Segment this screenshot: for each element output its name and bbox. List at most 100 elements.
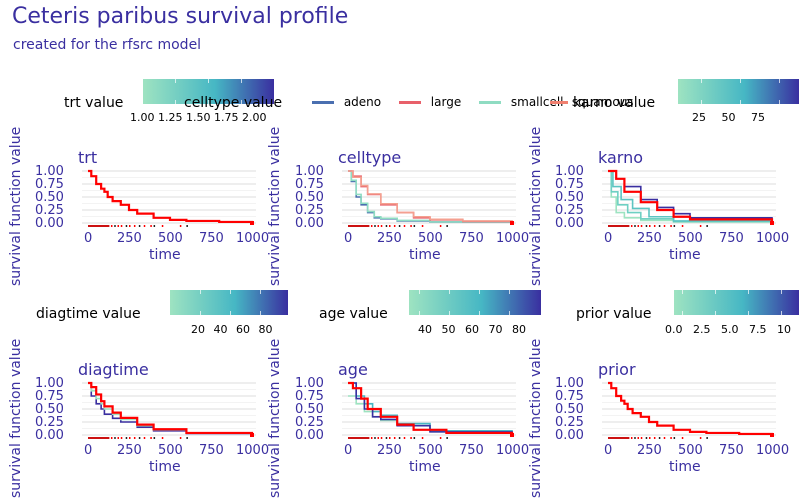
series-line-observation [88, 169, 254, 224]
legend-title-celltype: celltype value [184, 95, 283, 111]
colorbar-trt [143, 79, 274, 104]
y-tick: 0.25 [555, 415, 584, 430]
y-tick: 0.75 [35, 177, 64, 192]
series-line-observation [348, 381, 514, 435]
x-tick: 1000 [236, 231, 270, 246]
y-tick: 0.50 [35, 190, 64, 205]
x-tick: 500 [418, 231, 443, 246]
x-tick: 250 [117, 443, 142, 458]
x-tick: 1000 [496, 231, 530, 246]
colorbar-ticks-prior: 0.0 2.5 5.0 7.5 10 [665, 323, 791, 336]
y-tick: 1.00 [35, 164, 64, 179]
y-tick: 0.50 [35, 402, 64, 417]
x-tick: 500 [158, 231, 183, 246]
x-tick: 0 [604, 443, 613, 458]
plot-area-age [342, 381, 516, 439]
x-tick: 250 [637, 443, 662, 458]
legend-title-prior: prior value [576, 306, 652, 322]
y-tick: 0.00 [295, 216, 324, 231]
y-tick: 0.50 [555, 402, 584, 417]
legend-key-smallcell [479, 101, 502, 104]
x-tick: 0 [344, 443, 353, 458]
x-tick: 750 [459, 443, 484, 458]
plot-area-prior [602, 381, 776, 439]
colorbar-ticks-trt: 1.00 1.25 1.50 1.75 2.00 [130, 111, 267, 124]
y-axis-label-prior: survival function value [528, 338, 544, 498]
chart-title: Ceteris paribus survival profile [12, 4, 349, 29]
x-tick: 500 [678, 443, 703, 458]
y-tick: 0.75 [295, 389, 324, 404]
x-axis-label: time [669, 459, 701, 475]
y-axis-label-diagtime: survival function value [8, 338, 24, 498]
legend-key-adeno [312, 101, 334, 104]
y-tick: 0.25 [35, 203, 64, 218]
y-tick: 1.00 [35, 376, 64, 391]
x-axis-label: time [149, 247, 181, 263]
y-tick: 0.25 [295, 415, 324, 430]
series-line-observation [88, 381, 254, 435]
panel-title-age: age [338, 360, 368, 379]
panel-title-prior: prior [598, 360, 636, 379]
y-tick: 0.75 [555, 389, 584, 404]
plot-area-diagtime [82, 381, 256, 439]
y-tick: 0.75 [295, 177, 324, 192]
x-tick: 750 [719, 231, 744, 246]
x-tick: 0 [84, 231, 93, 246]
y-tick: 0.75 [35, 389, 64, 404]
x-axis-label: time [409, 247, 441, 263]
x-tick: 0 [604, 231, 613, 246]
x-tick: 500 [418, 443, 443, 458]
series-line-observation [608, 169, 774, 223]
series-line-squamous [348, 170, 513, 223]
colorbar-karno [678, 79, 799, 104]
x-tick: 500 [158, 443, 183, 458]
plot-area-karno [602, 169, 776, 227]
y-axis-label-celltype: survival function value [267, 126, 283, 286]
y-tick: 0.50 [555, 190, 584, 205]
legend-title-trt: trt value [64, 95, 124, 111]
x-tick: 500 [678, 231, 703, 246]
x-tick: 750 [199, 231, 224, 246]
y-axis-label-trt: survival function value [8, 126, 24, 286]
y-tick: 0.00 [555, 216, 584, 231]
legend-celltype: adeno large smallcell [312, 95, 564, 109]
x-axis-label: time [669, 247, 701, 263]
y-tick: 1.00 [295, 164, 324, 179]
panel-title-karno: karno [598, 148, 644, 167]
x-tick: 0 [344, 231, 353, 246]
y-tick: 0.25 [295, 203, 324, 218]
colorbar-prior [674, 290, 799, 315]
panel-title-celltype: celltype [338, 148, 402, 167]
legend-title-diagtime: diagtime value [36, 306, 141, 322]
x-tick: 1000 [756, 443, 790, 458]
y-axis-label-age: survival function value [267, 338, 283, 498]
x-tick: 250 [377, 231, 402, 246]
y-tick: 0.25 [555, 203, 584, 218]
colorbar-diagtime [170, 290, 288, 315]
y-tick: 1.00 [555, 164, 584, 179]
colorbar-ticks-age: 40 50 60 70 80 [418, 323, 526, 336]
x-tick: 750 [459, 231, 484, 246]
legend-title-age: age value [319, 306, 388, 322]
y-tick: 0.00 [35, 428, 64, 443]
x-tick: 250 [637, 231, 662, 246]
y-tick: 1.00 [295, 376, 324, 391]
y-tick: 0.75 [555, 177, 584, 192]
x-tick: 250 [377, 443, 402, 458]
legend-item-squamous: squamous [550, 95, 634, 109]
y-tick: 0.00 [295, 428, 324, 443]
legend-key-large [398, 101, 421, 104]
y-tick: 0.00 [555, 428, 584, 443]
y-tick: 1.00 [555, 376, 584, 391]
plot-area-celltype [342, 170, 516, 227]
chart-subtitle: created for the rfsrc model [13, 37, 202, 53]
x-tick: 750 [719, 443, 744, 458]
legend-title-karno: karno value [573, 95, 656, 111]
x-tick: 1000 [236, 443, 270, 458]
panel-title-diagtime: diagtime [78, 360, 149, 379]
colorbar-ticks-karno: 25 50 75 [692, 111, 765, 124]
plot-area-trt [82, 169, 256, 227]
colorbar-age [409, 290, 541, 315]
x-tick: 0 [84, 443, 93, 458]
y-tick: 0.50 [295, 402, 324, 417]
